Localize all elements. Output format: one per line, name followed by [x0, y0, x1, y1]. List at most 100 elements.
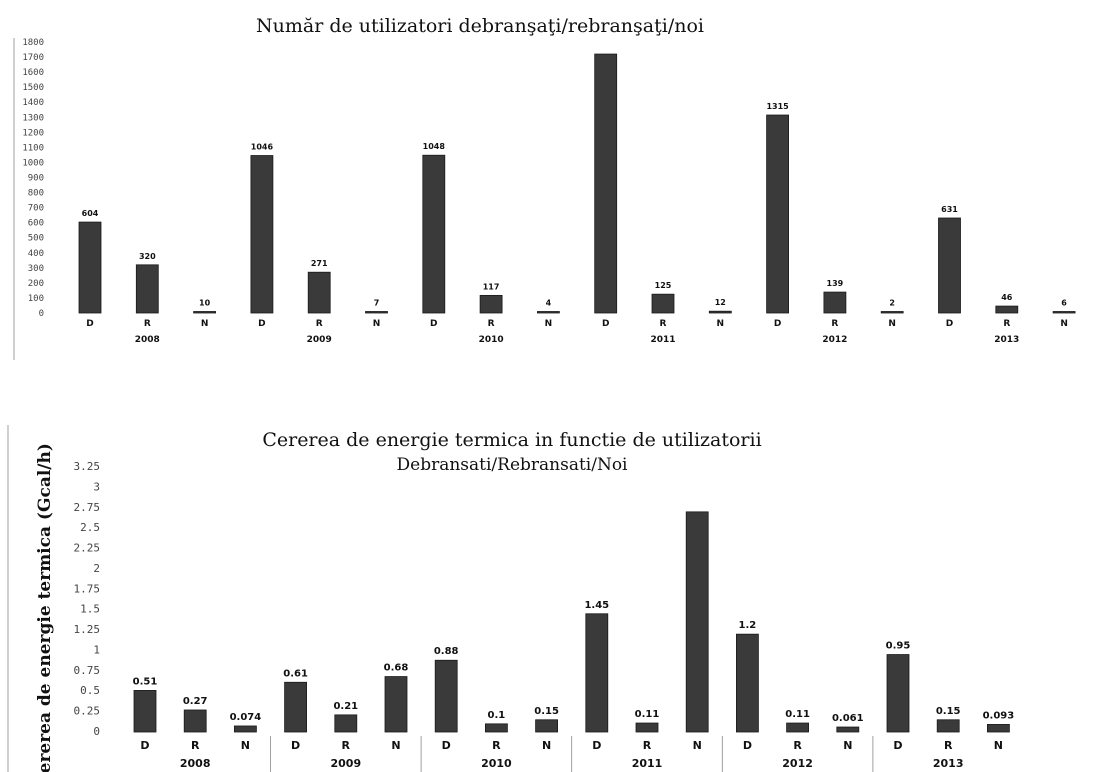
bar-category-label: R: [643, 739, 652, 752]
bar: [685, 511, 709, 733]
bar-category-label: R: [944, 739, 953, 752]
bar-data-label: 6: [1061, 299, 1067, 308]
bar-data-label: 139: [827, 279, 844, 288]
bar-category-label: R: [1003, 319, 1010, 329]
bar: [936, 719, 960, 733]
bar: [995, 305, 1019, 314]
bar: [193, 311, 217, 314]
bar-category-label: R: [144, 319, 151, 329]
bar-category-label: D: [140, 739, 149, 752]
bar-category-label: R: [660, 319, 667, 329]
y-tick-label: 500: [28, 234, 44, 244]
bar-data-label: 0.1: [488, 710, 506, 721]
y-tick-label: 0.5: [80, 684, 100, 697]
bar: [384, 676, 408, 733]
y-tick-label: 0.75: [74, 664, 101, 677]
bar-category-label: D: [442, 739, 451, 752]
bar: [537, 311, 560, 314]
bar-data-label: 0.074: [230, 712, 262, 723]
bar-data-label: 12: [715, 298, 726, 307]
bar-category-label: D: [258, 319, 265, 329]
group-label: 2012: [822, 335, 847, 345]
y-tick-label: 2: [93, 562, 100, 575]
bar-category-label: R: [488, 319, 495, 329]
y-tick-label: 1.25: [74, 623, 101, 636]
y-tick-label: 0: [39, 309, 44, 319]
bar: [183, 709, 207, 733]
y-tick-label: 2.75: [74, 501, 101, 514]
bar-category-label: D: [743, 739, 752, 752]
y-tick-label: 1700: [22, 53, 44, 63]
bar-category-label: D: [774, 319, 781, 329]
bar: [135, 264, 159, 314]
bar-category-label: D: [430, 319, 437, 329]
bar-category-label: N: [888, 319, 896, 329]
bar: [736, 633, 759, 733]
bar-category-label: R: [793, 739, 802, 752]
bar-category-label: N: [542, 739, 551, 752]
bar-category-label: R: [492, 739, 501, 752]
bar: [708, 310, 732, 314]
bar-category-label: N: [717, 319, 725, 329]
chart2-y-ticks: 0 0.25 0.5 0.75 1 1.25 1.5 1.75 2 2.25 2.5 2.75 3 3.2…: [74, 460, 101, 738]
bar-data-label: 0.88: [434, 646, 459, 657]
bar: [250, 155, 274, 314]
bar-data-label: 2: [889, 299, 895, 308]
bar-category-label: N: [843, 739, 852, 752]
chart2-subtitle: Debransati/Rebransati/Noi: [397, 455, 629, 475]
bar-data-label: 0.11: [785, 709, 810, 720]
y-tick-label: 1: [93, 643, 100, 656]
bar-category-label: D: [291, 739, 300, 752]
bar: [594, 53, 618, 314]
group-label: 2012: [782, 757, 813, 770]
y-tick-label: 700: [28, 204, 44, 214]
group-label: 2010: [479, 335, 504, 345]
bar: [484, 723, 508, 733]
bar: [422, 154, 446, 314]
group-label: 2010: [481, 757, 512, 770]
y-tick-label: 200: [28, 279, 44, 289]
bar-data-label: 0.21: [333, 701, 358, 712]
chart1-data-labels: 604 320 10 1046 271 7 1048 117 4 125 12 1315 139 2 631…: [82, 102, 1068, 307]
bar-data-label: 1.45: [584, 600, 609, 611]
y-tick-label: 1800: [22, 38, 44, 48]
group-label: 2011: [650, 335, 675, 345]
bar-category-label: D: [86, 319, 93, 329]
y-tick-label: 100: [28, 294, 44, 304]
chart2-group-labels: 2008 2009 2010 2011 2012 2013: [180, 757, 964, 770]
bar: [133, 690, 157, 733]
bar-data-label: 0.15: [534, 706, 559, 717]
bar: [651, 293, 675, 314]
chart1-bars: [78, 53, 1076, 314]
chart1-title: Număr de utilizatori debranşaţi/rebranşa…: [256, 15, 704, 37]
bar-data-label: 46: [1001, 293, 1013, 302]
bar: [836, 726, 860, 733]
bar-category-label: N: [693, 739, 702, 752]
bar: [334, 714, 358, 733]
bar-data-label: 0.061: [832, 713, 864, 724]
bar-data-label: 0.11: [635, 709, 660, 720]
y-tick-label: 1400: [22, 98, 44, 108]
y-tick-label: 1600: [22, 68, 44, 78]
bar-data-label: 0.093: [983, 710, 1015, 721]
bar-category-label: N: [1060, 319, 1068, 329]
bar: [307, 271, 331, 314]
bar: [1052, 311, 1076, 314]
bar-data-label: 0.15: [936, 706, 961, 717]
bar-data-label: 631: [941, 205, 958, 214]
bar-data-label: 0.68: [384, 663, 409, 674]
bar-category-label: N: [241, 739, 250, 752]
bar-category-label: D: [592, 739, 601, 752]
y-tick-label: 3.25: [74, 460, 101, 473]
bar-data-label: 7: [374, 299, 380, 308]
bar-data-label: 604: [82, 209, 99, 218]
bar-data-label: 0.95: [886, 641, 911, 652]
y-tick-label: 1300: [22, 113, 44, 123]
chart1-group-labels: 2008 2009 2010 2011 2012 2013: [135, 335, 1020, 345]
bar-data-label: 1048: [423, 142, 446, 151]
chart2-bars: [133, 511, 1010, 733]
bar-category-label: N: [994, 739, 1003, 752]
bar-category-label: R: [831, 319, 838, 329]
